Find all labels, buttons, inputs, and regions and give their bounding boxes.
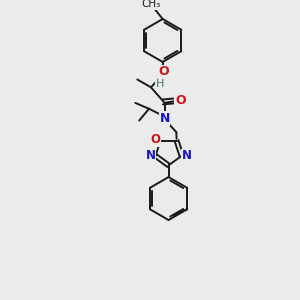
Text: N: N — [182, 149, 191, 162]
Text: H: H — [156, 80, 164, 89]
Text: O: O — [175, 94, 186, 107]
Text: N: N — [146, 149, 156, 162]
Text: CH₃: CH₃ — [141, 0, 160, 9]
Text: N: N — [159, 112, 170, 125]
Text: O: O — [158, 65, 169, 78]
Text: O: O — [151, 133, 160, 146]
